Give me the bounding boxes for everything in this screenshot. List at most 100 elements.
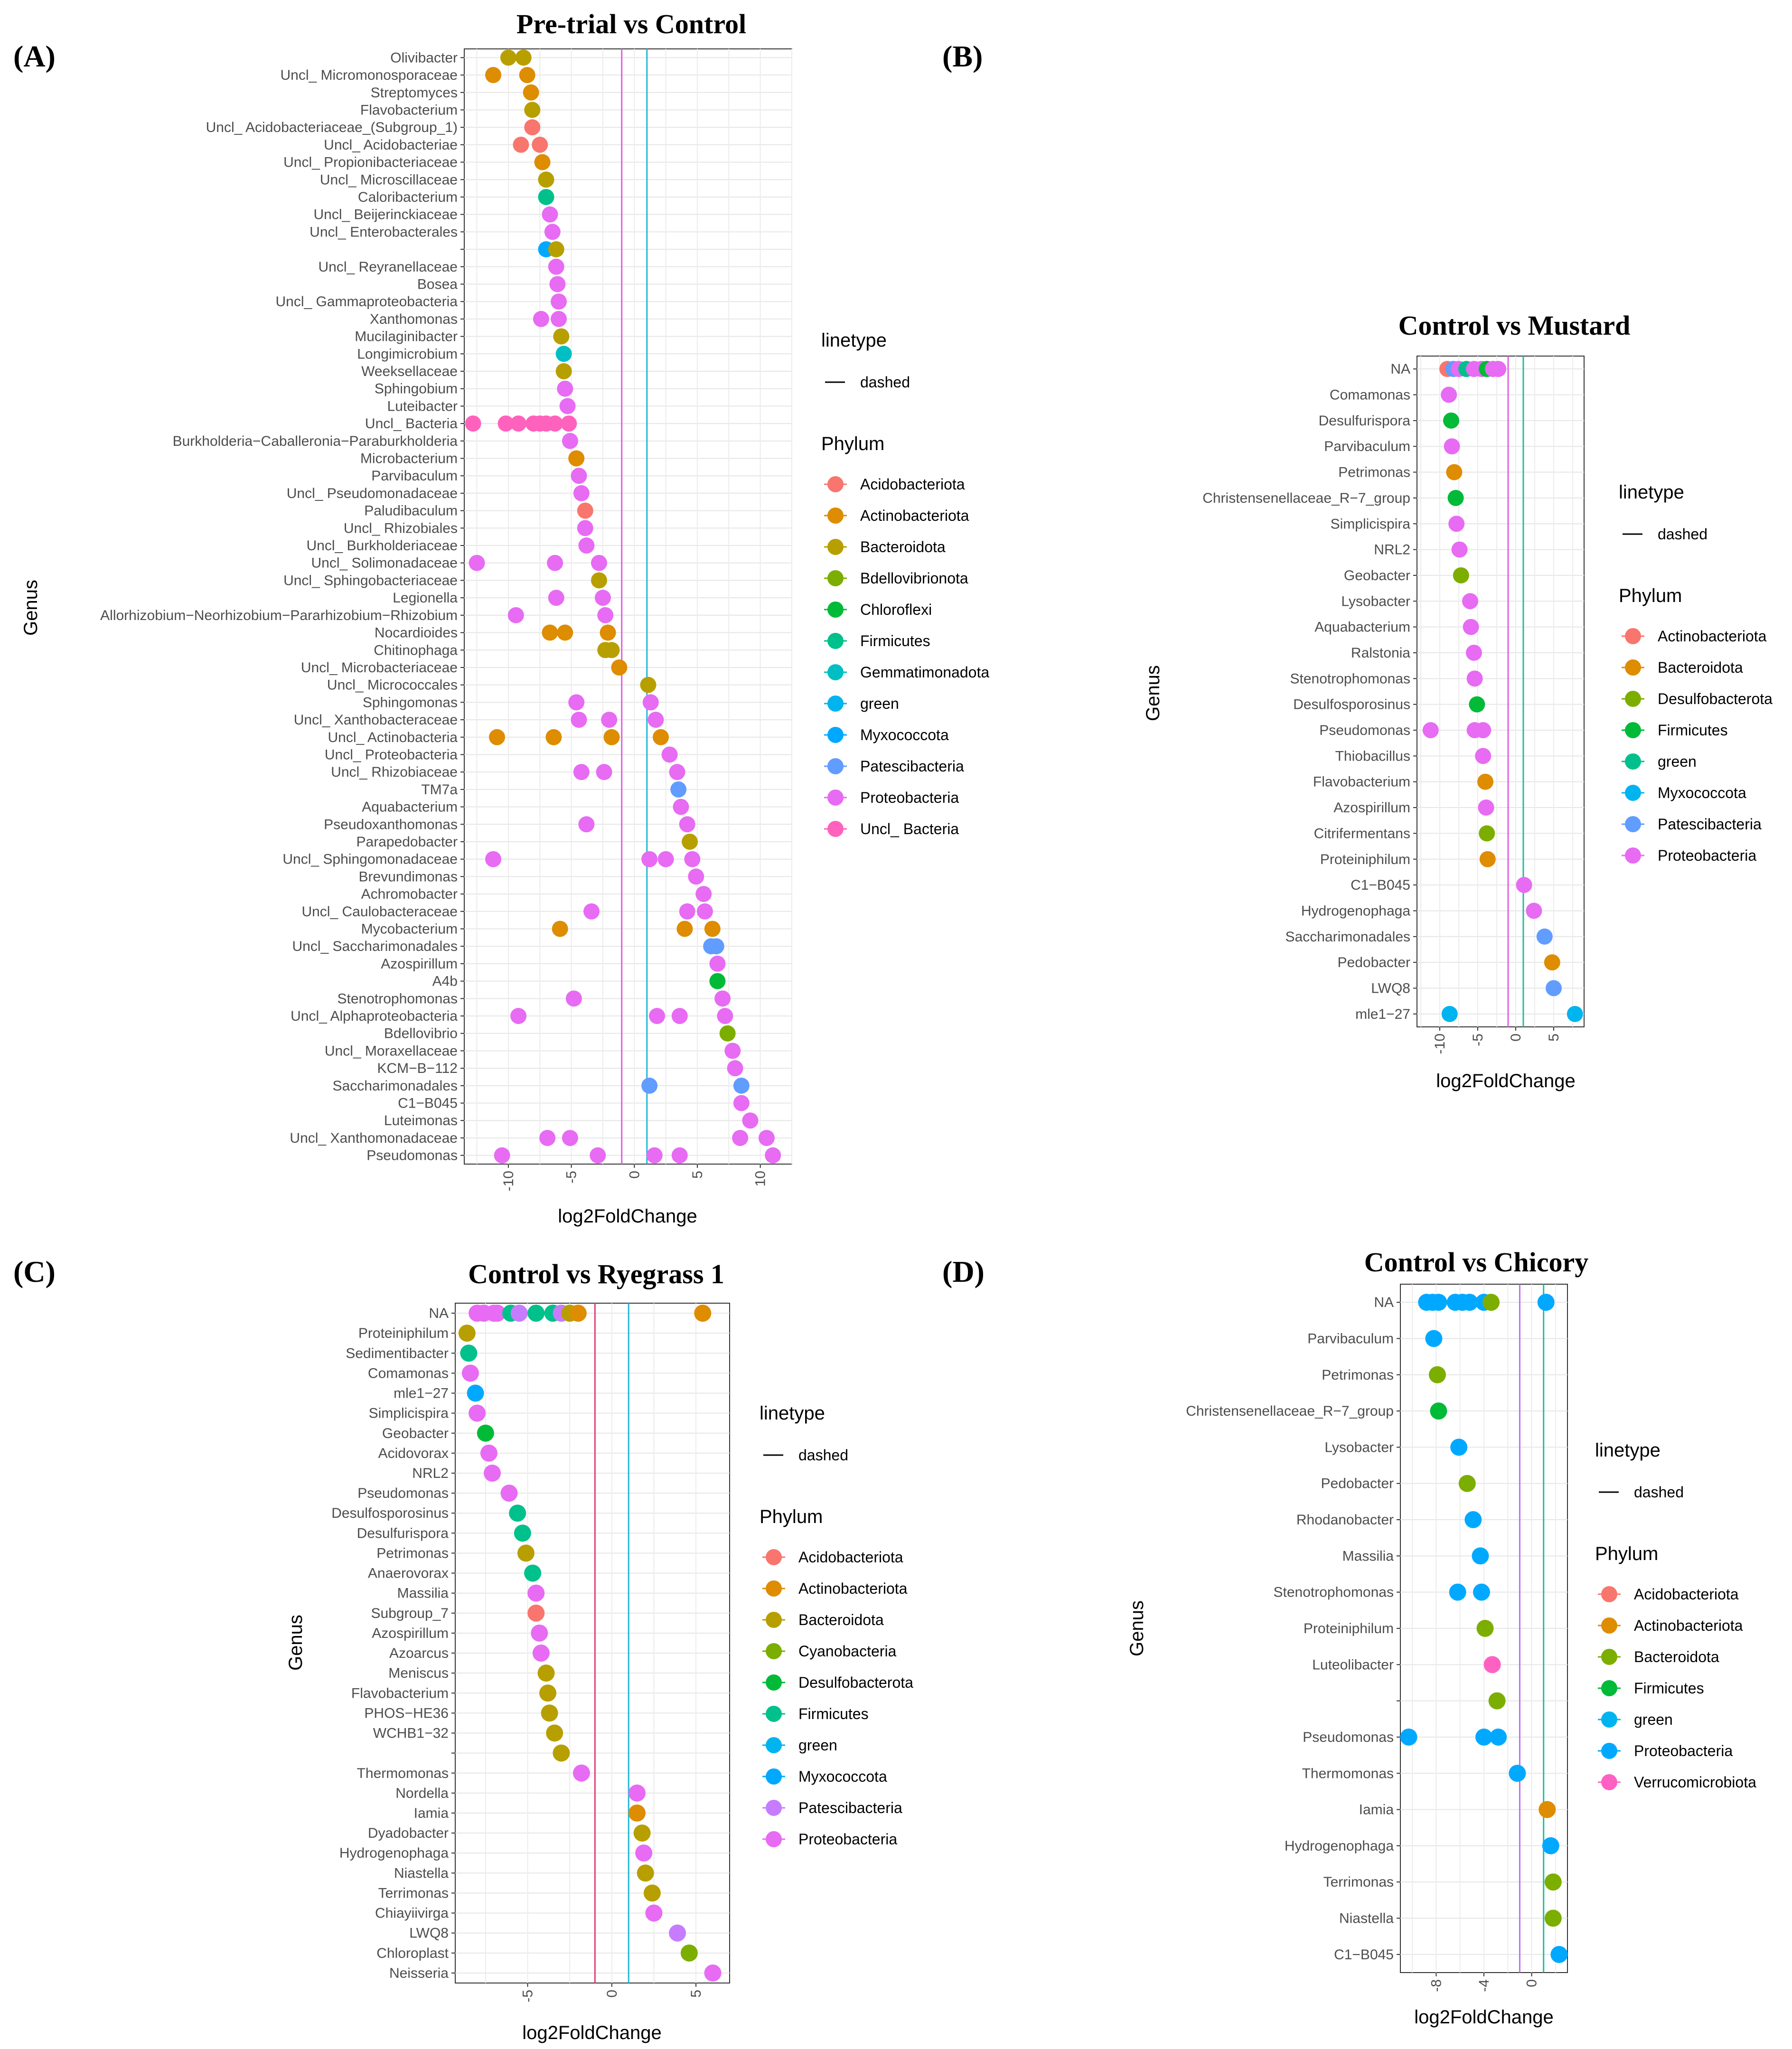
- data-point: [469, 1404, 486, 1422]
- y-tick-label: Citrifermentans: [1314, 826, 1410, 841]
- legend-phylum-label: Desulfobacterota: [798, 1674, 913, 1691]
- panel-label: (B): [942, 39, 983, 73]
- data-point: [531, 1624, 548, 1642]
- legend-phylum-label: Actinobacteriota: [1658, 628, 1767, 645]
- x-tick-label: -8: [1428, 1979, 1444, 1992]
- panel-label: (A): [13, 39, 56, 73]
- legend-phylum-label: Actinobacteriota: [860, 507, 969, 524]
- data-point: [671, 1147, 688, 1164]
- data-point: [553, 1744, 570, 1762]
- y-tick-label: Uncl_ Xanthobacteraceae: [294, 712, 458, 728]
- x-axis-title: log2FoldChange: [1414, 2007, 1554, 2028]
- data-point: [547, 415, 563, 432]
- y-tick-label: Olivibacter: [390, 50, 458, 66]
- data-point: [1476, 1620, 1494, 1637]
- data-point: [684, 851, 701, 867]
- y-tick-label: Saccharimonadales: [333, 1078, 458, 1094]
- y-tick-label: Uncl_ Proteobacteria: [325, 747, 458, 762]
- data-point: [646, 1147, 663, 1164]
- data-point: [541, 1704, 558, 1722]
- y-tick-label: Chiayiivirga: [375, 1906, 449, 1921]
- data-point: [523, 84, 539, 101]
- data-point: [524, 102, 541, 118]
- data-point: [1441, 386, 1457, 403]
- data-point: [1400, 1728, 1417, 1746]
- data-point: [552, 921, 568, 937]
- y-axis: NA Parvibaculum Petrimonas Christensenellac…: [1186, 1295, 1400, 1963]
- y-tick-label: mle1−27: [1355, 1006, 1410, 1022]
- data-point: [458, 1325, 476, 1342]
- data-point: [758, 1129, 775, 1146]
- data-point: [1443, 412, 1459, 429]
- data-point: [717, 1008, 733, 1024]
- y-tick-label: Geobacter: [382, 1426, 449, 1441]
- y-tick-label: Massilia: [397, 1586, 449, 1601]
- chart-title: Pre-trial vs Control: [516, 9, 746, 39]
- data-point: [695, 886, 712, 902]
- legend-phylum-label: Myxococcota: [1658, 784, 1746, 801]
- y-tick-label: Uncl_ Microbacteriaceae: [301, 660, 458, 676]
- x-tick-label: -10: [501, 1171, 516, 1191]
- chart-title: Control vs Ryegrass 1: [468, 1259, 724, 1289]
- y-tick-label: LWQ8: [1371, 980, 1410, 996]
- legend-phylum-label: Acidobacteriota: [798, 1549, 903, 1566]
- legend-phylum-title: Phylum: [1619, 585, 1682, 606]
- y-tick-label: Lysobacter: [1324, 1439, 1394, 1455]
- legend-phylum-label: Proteobacteria: [860, 789, 959, 806]
- plot-area: [1417, 356, 1585, 1027]
- data-point: [673, 799, 689, 815]
- y-tick-label: Uncl_ Caulobacteraceae: [301, 904, 458, 920]
- data-point: [500, 1485, 518, 1502]
- y-tick-label: NRL2: [412, 1466, 449, 1481]
- data-point: [555, 346, 572, 362]
- data-point: [515, 49, 532, 66]
- y-tick-label: Desulfurispora: [1319, 413, 1411, 429]
- data-point: [500, 49, 516, 66]
- legend-phylum-label: Uncl_ Bacteria: [860, 820, 959, 837]
- x-tick-label: 5: [688, 1990, 704, 1998]
- data-point: [645, 1904, 663, 1922]
- data-point: [696, 903, 713, 920]
- y-tick-label: Petrimonas: [1338, 465, 1410, 480]
- legend-phylum-label: Chloroflexi: [860, 601, 932, 618]
- y-tick-label: Christensenellaceae_R−7_group: [1186, 1403, 1394, 1419]
- data-point: [1537, 1294, 1555, 1311]
- y-tick-label: Flavobacterium: [360, 102, 458, 118]
- legend-phylum-label: Bacteroidota: [1634, 1648, 1719, 1665]
- data-point: [640, 677, 657, 693]
- data-point: [1472, 1547, 1489, 1565]
- x-axis-title: log2FoldChange: [558, 1206, 697, 1227]
- y-tick-label: Ralstonia: [1351, 645, 1410, 661]
- data-point: [1453, 567, 1469, 583]
- y-tick-label: Stenotrophomonas: [1273, 1585, 1394, 1600]
- data-point: [477, 1424, 494, 1442]
- data-point: [1539, 1801, 1556, 1818]
- data-point: [1490, 361, 1507, 377]
- legend-phylum-label: Gemmatimonadota: [860, 664, 989, 681]
- data-point: [519, 67, 535, 84]
- data-point: [1550, 1946, 1568, 1963]
- y-tick-label: TM7a: [421, 782, 458, 798]
- y-tick-label: Paludibaculum: [364, 503, 458, 519]
- x-tick-label: 5: [1546, 1034, 1562, 1042]
- y-tick-label: Pedobacter: [1321, 1476, 1394, 1492]
- data-point: [557, 380, 573, 397]
- data-point: [562, 432, 578, 449]
- y-tick-label: Uncl_ Rhizobiales: [344, 520, 458, 536]
- data-point: [568, 450, 585, 467]
- data-point: [538, 188, 554, 205]
- data-point: [551, 310, 567, 327]
- data-point: [1546, 980, 1562, 996]
- y-tick-label: Geobacter: [1344, 568, 1410, 583]
- data-point: [1450, 1438, 1468, 1456]
- data-point: [562, 1129, 578, 1146]
- y-tick-label: Iamia: [414, 1805, 449, 1821]
- data-point: [559, 398, 576, 414]
- y-tick-label: mle1−27: [394, 1386, 449, 1401]
- data-point: [670, 781, 687, 798]
- data-point: [480, 1444, 497, 1462]
- legend-phylum-label: Verrucomicrobiota: [1634, 1774, 1756, 1791]
- data-point: [641, 851, 658, 867]
- data-point: [1469, 696, 1485, 713]
